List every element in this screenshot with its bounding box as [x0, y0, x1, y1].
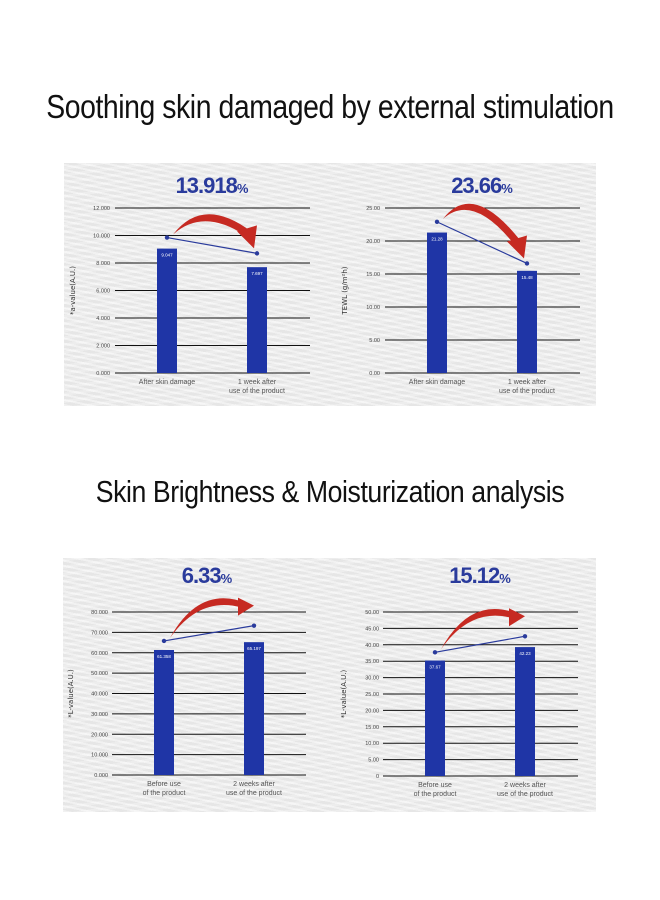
trend-point — [432, 650, 438, 655]
y-tick-label: 30.000 — [91, 712, 108, 718]
y-tick-label: 10.000 — [91, 753, 108, 759]
y-tick-label: 15.00 — [366, 272, 380, 278]
y-tick-label: 20.00 — [366, 239, 380, 245]
bar — [244, 642, 264, 775]
x-category-label: use of the product — [497, 791, 553, 798]
x-category-label: Before use — [147, 781, 181, 788]
bar — [247, 267, 267, 373]
x-category-label: After skin damage — [409, 379, 466, 386]
percent-change: 23.66% — [451, 173, 513, 198]
y-tick-label: 40.000 — [91, 692, 108, 698]
bar-value-label: 21.28 — [431, 237, 443, 242]
trend-point — [254, 251, 260, 256]
y-tick-label: 0 — [376, 774, 379, 780]
y-tick-label: 45.00 — [365, 626, 379, 632]
y-tick-label: 35.00 — [365, 659, 379, 665]
y-tick-label: 5.00 — [369, 338, 380, 344]
bar — [517, 270, 537, 373]
y-tick-label: 12.000 — [93, 206, 110, 212]
y-tick-label: 25.00 — [365, 692, 379, 698]
y-tick-label: 20.00 — [365, 708, 379, 714]
x-category-label: 1 week after — [508, 379, 547, 386]
y-axis-label: *a-value(A.U.) — [69, 266, 77, 315]
trend-point — [524, 261, 530, 266]
y-tick-label: 10.000 — [93, 234, 110, 240]
arrow-icon — [441, 608, 519, 650]
arrow-head-icon — [507, 235, 527, 259]
trend-line — [436, 221, 528, 264]
y-axis-label: *L-value(A.U.) — [67, 669, 75, 718]
arrow-head-icon — [238, 597, 254, 616]
x-category-label: 2 weeks after — [504, 782, 546, 789]
x-category-label: use of the product — [226, 790, 282, 797]
x-category-label: use of the product — [229, 388, 285, 395]
trend-point — [251, 623, 257, 628]
y-tick-label: 30.00 — [365, 676, 379, 682]
x-category-label: of the product — [414, 791, 457, 798]
y-tick-label: 2.000 — [96, 344, 110, 350]
bar-value-label: 42.23 — [519, 651, 531, 656]
arrow-icon — [443, 203, 521, 246]
y-tick-label: 4.000 — [96, 316, 110, 322]
x-category-label: of the product — [143, 790, 186, 797]
bar-value-label: 7.697 — [251, 271, 263, 276]
arrow-head-icon — [509, 608, 525, 627]
y-tick-label: 25.00 — [366, 206, 380, 212]
bar-value-label: 61.358 — [157, 654, 171, 659]
y-tick-label: 8.000 — [96, 261, 110, 267]
y-tick-label: 70.000 — [91, 630, 108, 636]
y-tick-label: 0.000 — [96, 371, 110, 377]
y-tick-label: 80.000 — [91, 610, 108, 616]
bar — [515, 647, 535, 776]
section-title-soothing: Soothing skin damaged by external stimul… — [46, 88, 614, 125]
chart-panel-top — [64, 163, 596, 406]
trend-line — [434, 635, 526, 653]
y-tick-label: 15.00 — [365, 725, 379, 731]
y-tick-label: 60.000 — [91, 651, 108, 657]
bar-value-label: 9.047 — [161, 253, 173, 258]
section-title-brightness: Skin Brightness & Moisturization analysi… — [95, 474, 565, 509]
bar-chart-3: 6.33% 80.000 70.000 60.000 50.000 40.000 30.00… — [67, 563, 306, 797]
chart-panel-bottom — [63, 558, 596, 812]
percent-change: 13.918% — [176, 173, 249, 198]
y-axis-label: TEWL (g/m²h) — [341, 266, 349, 315]
x-category-label: 2 weeks after — [233, 781, 275, 788]
y-tick-label: 5.00 — [368, 758, 379, 764]
trend-point — [164, 235, 170, 240]
y-tick-label: 50.00 — [365, 610, 379, 616]
arrow-head-icon — [237, 225, 257, 249]
bar — [157, 248, 177, 373]
x-category-label: After skin damage — [139, 379, 196, 386]
trend-point — [161, 638, 167, 644]
bar-chart-1: 13.918% 12.000 10.000 8.000 6.000 4.000 2.000 0… — [69, 173, 310, 395]
arrow-icon — [173, 214, 251, 236]
bar-value-label: 37.67 — [429, 665, 441, 670]
bar-chart-4: 15.12% 50.00 45.00 40.00 35.00 30.00 25.00 20.0… — [340, 563, 578, 798]
y-tick-label: 40.00 — [365, 643, 379, 649]
trend-line — [166, 236, 258, 254]
x-category-label: Before use — [418, 782, 452, 789]
x-category-label: 1 week after — [238, 379, 277, 386]
bar — [427, 232, 447, 373]
bar — [154, 649, 174, 775]
bar — [425, 660, 445, 776]
bar-value-label: 65.197 — [247, 646, 261, 651]
percent-change: 15.12% — [449, 563, 511, 588]
trend-point — [434, 219, 440, 225]
y-axis-label: *L-value(A.U.) — [340, 670, 348, 719]
y-tick-label: 6.000 — [96, 289, 110, 295]
bar-chart-2: 23.66% 25.00 20.00 15.00 10.00 5.00 0.00 TEWL (… — [341, 173, 580, 395]
y-tick-label: 10.00 — [366, 305, 380, 311]
y-tick-label: 0.00 — [369, 371, 380, 377]
x-category-label: use of the product — [499, 388, 555, 395]
bar-value-label: 15.48 — [521, 275, 533, 280]
y-tick-label: 0.000 — [94, 773, 108, 779]
trend-line — [163, 625, 255, 642]
percent-change: 6.33% — [182, 563, 233, 588]
trend-point — [522, 634, 528, 639]
y-tick-label: 10.00 — [365, 741, 379, 747]
y-tick-label: 50.000 — [91, 671, 108, 677]
y-tick-label: 20.000 — [91, 732, 108, 738]
